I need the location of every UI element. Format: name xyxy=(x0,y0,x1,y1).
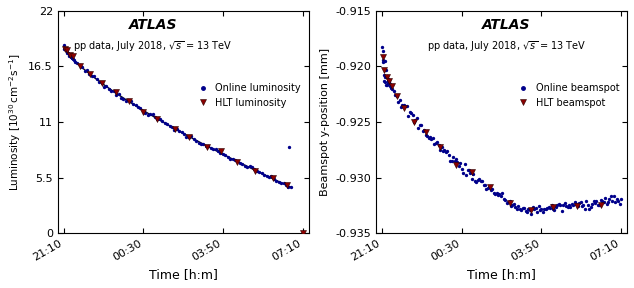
Y-axis label: Beamspot y-position [mm]: Beamspot y-position [mm] xyxy=(320,48,330,196)
Text: pp data, July 2018, $\sqrt{s}$ = 13 TeV: pp data, July 2018, $\sqrt{s}$ = 13 TeV xyxy=(427,40,586,54)
Legend: Online beamspot, HLT beamspot: Online beamspot, HLT beamspot xyxy=(510,80,622,111)
X-axis label: Time [h:m]: Time [h:m] xyxy=(467,268,536,281)
Text: ATLAS: ATLAS xyxy=(129,18,178,32)
Y-axis label: Luminosity $[10^{30}\,\mathrm{cm}^{-2}\mathrm{s}^{-1}]$: Luminosity $[10^{30}\,\mathrm{cm}^{-2}\m… xyxy=(7,53,23,191)
X-axis label: Time [h:m]: Time [h:m] xyxy=(149,268,217,281)
Text: ATLAS: ATLAS xyxy=(482,18,531,32)
Legend: Online luminosity, HLT luminosity: Online luminosity, HLT luminosity xyxy=(190,80,304,111)
Text: pp data, July 2018, $\sqrt{s}$ = 13 TeV: pp data, July 2018, $\sqrt{s}$ = 13 TeV xyxy=(74,40,233,54)
